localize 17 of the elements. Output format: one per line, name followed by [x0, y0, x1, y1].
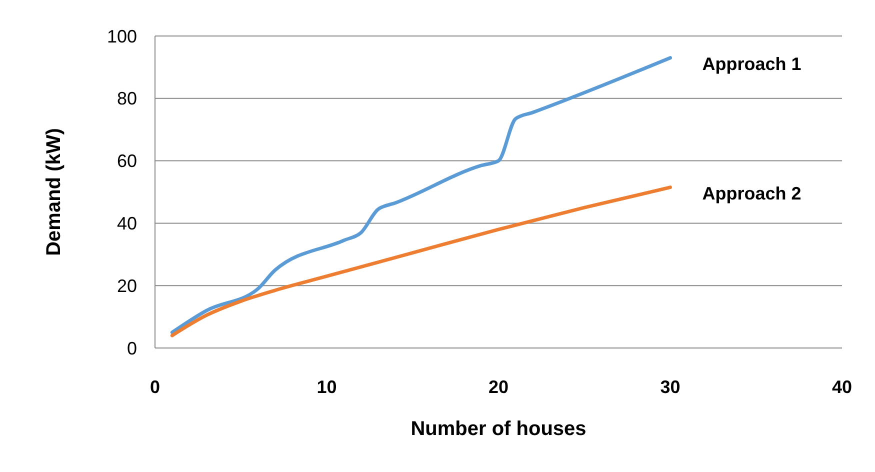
y-tick-label: 100 [106, 26, 137, 46]
y-tick-label: 0 [126, 338, 137, 358]
x-tick-label: 40 [832, 377, 852, 397]
x-tick-label: 30 [660, 377, 680, 397]
series-label: Approach 2 [702, 183, 802, 204]
series-label: Approach 1 [702, 54, 802, 74]
line-series [170, 56, 672, 334]
x-tick-label: 20 [488, 377, 509, 397]
y-tick-label: 60 [116, 151, 137, 172]
y-tick-label: 20 [116, 276, 137, 296]
x-axis-title: Number of houses [410, 418, 586, 440]
x-tick-label: 10 [316, 377, 337, 397]
y-tick-label: 80 [116, 88, 137, 109]
y-axis-title: Demand (kW) [43, 128, 65, 256]
line-series [170, 186, 672, 338]
y-tick-label: 40 [116, 214, 137, 234]
x-tick-label: 0 [150, 377, 160, 397]
